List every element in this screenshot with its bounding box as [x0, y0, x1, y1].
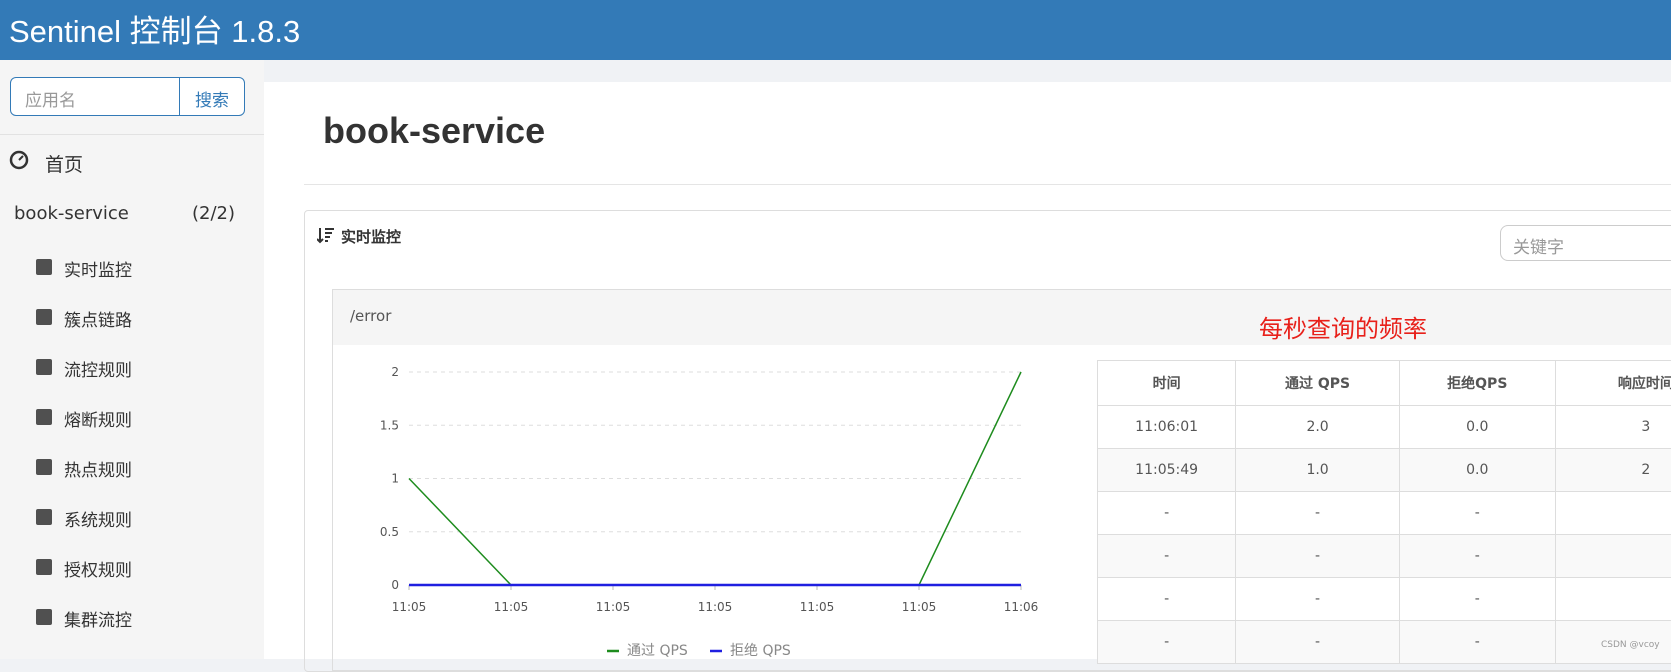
chart: 0 0.5 1 1.5 2 11:05 11:05 11:05 11:05 11:05 11:05 1…: [332, 345, 1052, 659]
table-cell: -: [1236, 535, 1400, 578]
table-cell: -: [1399, 578, 1555, 621]
y-tick-label: 1: [391, 472, 399, 486]
table-cell: -: [1399, 621, 1555, 664]
app-count: (2/2): [192, 203, 235, 224]
table-cell: 0.0: [1399, 406, 1555, 449]
menu-icon: [36, 509, 52, 525]
table-cell: -: [1399, 535, 1555, 578]
x-tick-label: 11:05: [698, 600, 733, 614]
table-cell: -: [1236, 621, 1400, 664]
y-tick-label: 1.5: [380, 418, 399, 432]
table-cell: -: [1098, 492, 1236, 535]
table-row: ---: [1098, 535, 1671, 578]
menu-icon: [36, 609, 52, 625]
sidebar: 应用名 搜索 首页 book-service (2/2) 实时监控簇点链路流控规…: [0, 60, 264, 659]
table-cell: -: [1399, 492, 1555, 535]
resource-name: /error: [350, 307, 391, 325]
table-cell: 11:05:49: [1098, 449, 1236, 492]
menu-icon: [36, 259, 52, 275]
table-cell: -: [1236, 492, 1400, 535]
y-tick-label: 2: [391, 365, 399, 379]
table-row: ---: [1098, 621, 1671, 664]
search-input[interactable]: 应用名: [10, 77, 180, 116]
x-tick-label: 11:06: [1004, 600, 1039, 614]
x-tick-label: 11:05: [902, 600, 937, 614]
legend-label: 通过 QPS: [627, 643, 688, 659]
sort-icon: [317, 226, 335, 244]
menu-item[interactable]: 熔断规则: [64, 406, 132, 431]
menu-item[interactable]: 集群流控: [64, 606, 132, 631]
menu-icon: [36, 359, 52, 375]
keyword-input[interactable]: 关键字: [1500, 225, 1671, 261]
x-tick-label: 11:05: [392, 600, 427, 614]
watermark: CSDN @vcoy: [1601, 640, 1660, 650]
divider: [304, 184, 1671, 185]
app-title: Sentinel 控制台 1.8.3: [9, 6, 300, 51]
x-tick-label: 11:05: [494, 600, 529, 614]
column-header: 拒绝QPS: [1399, 361, 1555, 406]
table-cell: -: [1098, 621, 1236, 664]
search-button[interactable]: 搜索: [179, 77, 245, 116]
app-name[interactable]: book-service: [14, 203, 129, 224]
x-tick-label: 11:05: [596, 600, 631, 614]
home-icon: [9, 150, 29, 170]
table-cell: -: [1236, 578, 1400, 621]
y-tick-label: 0.5: [380, 525, 399, 539]
column-header: 通过 QPS: [1236, 361, 1400, 406]
table-cell: [1555, 492, 1671, 535]
table-cell: -: [1098, 578, 1236, 621]
menu-item[interactable]: 热点规则: [64, 456, 132, 481]
menu-item[interactable]: 实时监控: [64, 256, 132, 281]
menu-item[interactable]: 系统规则: [64, 506, 132, 531]
menu-item[interactable]: 授权规则: [64, 556, 132, 581]
divider: [0, 134, 264, 135]
table-row: ---: [1098, 492, 1671, 535]
column-header: 时间: [1098, 361, 1236, 406]
menu-icon: [36, 409, 52, 425]
table-cell: 11:06:01: [1098, 406, 1236, 449]
annotation: 每秒查询的频率: [1259, 309, 1427, 344]
menu-icon: [36, 459, 52, 475]
table-cell: 0.0: [1399, 449, 1555, 492]
table-cell: 3: [1555, 406, 1671, 449]
menu-item[interactable]: 流控规则: [64, 356, 132, 381]
page-title: book-service: [323, 110, 545, 152]
table-cell: [1555, 535, 1671, 578]
menu-icon: [36, 309, 52, 325]
x-tick-label: 11:05: [800, 600, 835, 614]
table-cell: 1.0: [1236, 449, 1400, 492]
home-link[interactable]: 首页: [45, 150, 83, 177]
y-tick-label: 0: [391, 578, 399, 592]
table-cell: 2.0: [1236, 406, 1400, 449]
table-cell: -: [1098, 535, 1236, 578]
menu-item[interactable]: 簇点链路: [64, 306, 132, 331]
top-bar: Sentinel 控制台 1.8.3: [0, 0, 1671, 60]
panel-title: 实时监控: [341, 226, 401, 247]
column-header: 响应时间: [1555, 361, 1671, 406]
table-row: ---: [1098, 578, 1671, 621]
table-cell: 2: [1555, 449, 1671, 492]
legend-label: 拒绝 QPS: [730, 643, 791, 659]
menu-icon: [36, 559, 52, 575]
card-header: [333, 290, 1671, 345]
table-cell: [1555, 578, 1671, 621]
